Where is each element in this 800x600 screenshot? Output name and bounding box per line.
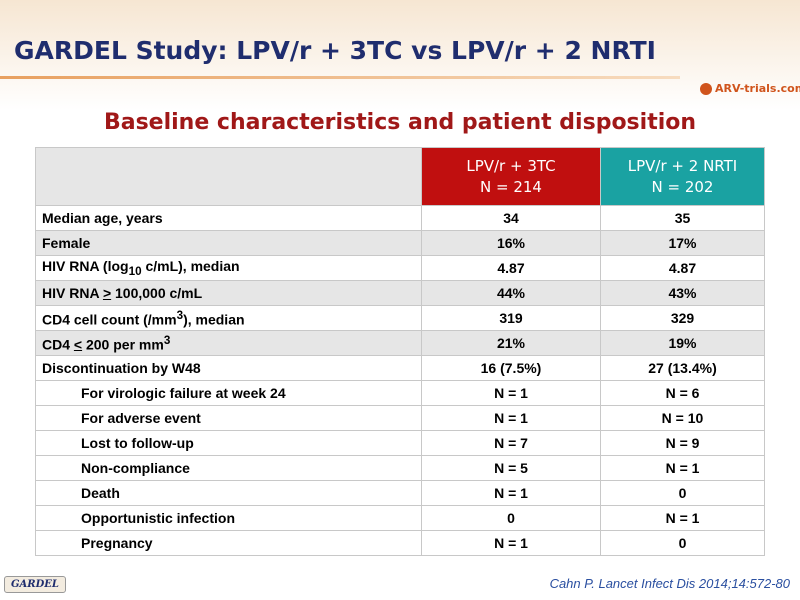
- subtitle: Baseline characteristics and patient dis…: [103, 110, 697, 135]
- cell: N = 9: [600, 430, 765, 456]
- label-text: Female: [42, 235, 91, 251]
- cell: 0: [600, 530, 765, 556]
- header-cell: LPV/r + 2 NRTI N = 202: [600, 147, 765, 206]
- citation: Cahn P. Lancet Infect Dis 2014;14:572-80: [549, 576, 790, 591]
- row-label: For virologic failure at week 24: [35, 380, 422, 406]
- row: Opportunistic infection 0 N = 1: [35, 505, 765, 531]
- row: CD4 cell count (/mm3), median 319 329: [35, 305, 765, 331]
- cell: N = 5: [421, 455, 601, 481]
- label-text: Median age, years: [42, 210, 163, 226]
- label-symbol: >: [102, 285, 112, 301]
- row-label: CD4 cell count (/mm3), median: [35, 305, 422, 331]
- label-subscript: 10: [128, 264, 142, 278]
- label-text: Pregnancy: [81, 535, 153, 551]
- row: Discontinuation by W48 16 (7.5%) 27 (13.4%…: [35, 355, 765, 381]
- label-superscript: 3: [176, 308, 184, 322]
- column-name: LPV/r + 2 NRTI: [627, 156, 738, 175]
- label-text: Opportunistic infection: [81, 510, 235, 526]
- row-label: Discontinuation by W48: [35, 355, 422, 381]
- cell: N = 1: [421, 530, 601, 556]
- row: Female 16% 17%: [35, 230, 765, 256]
- cell: 34: [421, 205, 601, 231]
- row-label: Opportunistic infection: [35, 505, 422, 531]
- label-text: 100,000 c/mL: [111, 285, 203, 301]
- cell: 17%: [600, 230, 765, 256]
- header-background: [0, 0, 800, 110]
- cell: N = 1: [421, 380, 601, 406]
- row: HIV RNA > 100,000 c/mL 44% 43%: [35, 280, 765, 306]
- cell: 35: [600, 205, 765, 231]
- cell: 43%: [600, 280, 765, 306]
- row-label: Pregnancy: [35, 530, 422, 556]
- logo-text: ARV-trials.com: [715, 82, 800, 95]
- cell: 16 (7.5%): [421, 355, 601, 381]
- footer-badge: GARDEL: [4, 576, 66, 593]
- cell: N = 7: [421, 430, 601, 456]
- label-text: Non-compliance: [81, 460, 190, 476]
- label-text: For adverse event: [81, 410, 201, 426]
- cell: 16%: [421, 230, 601, 256]
- label-text: Discontinuation by W48: [42, 360, 201, 376]
- cell: 4.87: [600, 255, 765, 281]
- cell: 329: [600, 305, 765, 331]
- cell: 4.87: [421, 255, 601, 281]
- logo: ARV-trials.com: [700, 82, 800, 95]
- row-label: For adverse event: [35, 405, 422, 431]
- label-text: Lost to follow-up: [81, 435, 194, 451]
- label-text: Death: [81, 485, 120, 501]
- label-text: HIV RNA: [42, 285, 103, 301]
- column-n: N = 202: [651, 177, 714, 196]
- label-superscript: 3: [163, 333, 171, 347]
- cell: 19%: [600, 330, 765, 356]
- row-label: HIV RNA > 100,000 c/mL: [35, 280, 422, 306]
- label-text: ), median: [183, 311, 245, 328]
- row-label: HIV RNA (log10 c/mL), median: [35, 255, 422, 281]
- row: CD4 < 200 per mm3 21% 19%: [35, 330, 765, 356]
- title-rule: [0, 76, 680, 79]
- label-text: For virologic failure at week 24: [81, 385, 286, 401]
- cell: N = 6: [600, 380, 765, 406]
- logo-icon: [700, 83, 712, 95]
- label-text: c/mL), median: [141, 258, 240, 275]
- cell: 0: [600, 480, 765, 506]
- cell: N = 1: [600, 455, 765, 481]
- row: HIV RNA (log10 c/mL), median 4.87 4.87: [35, 255, 765, 281]
- row-label: Lost to follow-up: [35, 430, 422, 456]
- cell: N = 10: [600, 405, 765, 431]
- label-text: 200 per mm: [82, 336, 164, 353]
- row: Median age, years 34 35: [35, 205, 765, 231]
- row-label: Death: [35, 480, 422, 506]
- label-symbol: <: [73, 336, 83, 353]
- header-cell: LPV/r + 3TC N = 214: [421, 147, 601, 206]
- slide-title: GARDEL Study: LPV/r + 3TC vs LPV/r + 2 N…: [14, 36, 656, 65]
- column-n: N = 214: [480, 177, 542, 196]
- column-name: LPV/r + 3TC: [466, 156, 556, 175]
- cell: N = 1: [421, 480, 601, 506]
- cell: 27 (13.4%): [600, 355, 765, 381]
- row-label: Non-compliance: [35, 455, 422, 481]
- header-cell: [35, 147, 422, 206]
- cell: N = 1: [600, 505, 765, 531]
- header-row: LPV/r + 3TC N = 214 LPV/r + 2 NRTI N = 202: [35, 147, 765, 206]
- row-label: CD4 < 200 per mm3: [35, 330, 422, 356]
- data-table: LPV/r + 3TC N = 214 LPV/r + 2 NRTI N = 202…: [35, 147, 765, 556]
- row-label: Female: [35, 230, 422, 256]
- cell: N = 1: [421, 405, 601, 431]
- cell: 21%: [421, 330, 601, 356]
- label-text: HIV RNA (log: [42, 258, 129, 275]
- cell: 319: [421, 305, 601, 331]
- cell: 0: [421, 505, 601, 531]
- row-label: Median age, years: [35, 205, 422, 231]
- cell: 44%: [421, 280, 601, 306]
- label-text: CD4: [42, 336, 74, 353]
- label-text: CD4 cell count (/mm: [42, 311, 177, 328]
